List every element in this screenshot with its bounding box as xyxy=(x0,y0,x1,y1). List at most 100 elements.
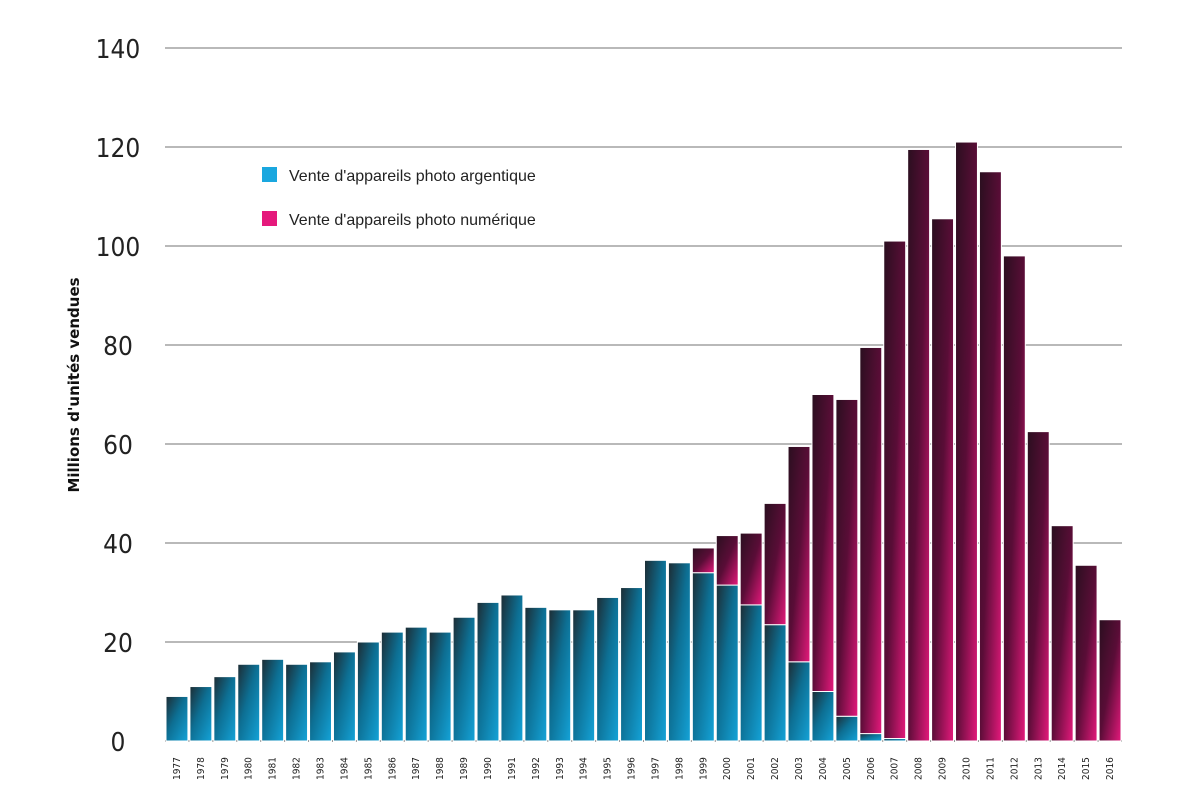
x-tick-label: 1984 xyxy=(339,757,350,780)
x-tick-label: 2015 xyxy=(1081,757,1092,780)
x-tick-label: 1987 xyxy=(411,757,422,780)
x-tick-label: 1985 xyxy=(363,757,374,780)
x-tick-label: 2004 xyxy=(818,757,829,780)
y-tick-label: 140 xyxy=(96,35,141,65)
bars xyxy=(165,141,1122,742)
x-tick-label: 2007 xyxy=(890,757,901,780)
bar-digital-2009 xyxy=(931,218,955,742)
x-axis-ticks: 1977 1978 1979 1980 1981 1982 1983 1984 1985 1986… xyxy=(172,757,1116,780)
bar-film-2006 xyxy=(859,733,883,742)
bar-digital-2002 xyxy=(763,502,787,626)
gridlines xyxy=(165,47,1122,742)
x-tick-label: 1994 xyxy=(579,757,590,780)
x-tick-label: 2000 xyxy=(722,757,733,780)
legend-label-film: Vente d'appareils photo argentique xyxy=(289,168,536,185)
x-tick-label: 1996 xyxy=(627,757,638,780)
x-tick-label: 1993 xyxy=(555,757,566,780)
x-tick-label: 1977 xyxy=(172,757,183,780)
x-tick-label: 2011 xyxy=(985,757,996,780)
bar-film-1982 xyxy=(285,663,309,742)
x-tick-label: 1986 xyxy=(387,757,398,780)
bar-film-1995 xyxy=(596,596,620,742)
y-tick-label: 0 xyxy=(111,728,126,758)
x-tick-label: 2006 xyxy=(866,757,877,780)
bar-digital-2007 xyxy=(883,240,907,740)
x-tick-label: 1979 xyxy=(220,757,231,780)
bar-film-1987 xyxy=(404,626,428,742)
bar-film-1983 xyxy=(309,661,332,742)
bar-film-1988 xyxy=(428,631,452,742)
bar-digital-2011 xyxy=(978,171,1002,742)
x-tick-label: 1992 xyxy=(531,757,542,780)
bar-digital-2001 xyxy=(739,532,763,606)
x-tick-label: 1983 xyxy=(316,757,327,780)
x-tick-label: 1981 xyxy=(268,757,279,780)
bar-digital-2005 xyxy=(835,398,859,717)
x-tick-label: 2014 xyxy=(1057,757,1068,780)
x-tick-label: 2009 xyxy=(938,757,949,780)
x-tick-label: 1995 xyxy=(603,757,614,780)
x-tick-label: 1991 xyxy=(507,757,518,780)
x-tick-label: 1990 xyxy=(483,757,494,780)
bar-film-1997 xyxy=(644,559,667,742)
bar-digital-2006 xyxy=(859,346,883,735)
x-tick-label: 1989 xyxy=(459,757,470,780)
bar-film-1996 xyxy=(620,587,644,742)
y-tick-label: 60 xyxy=(103,431,133,461)
x-tick-label: 2005 xyxy=(842,757,853,780)
x-tick-label: 1980 xyxy=(244,757,255,780)
y-tick-label: 20 xyxy=(103,629,133,659)
y-tick-label: 80 xyxy=(103,332,133,362)
x-tick-label: 2013 xyxy=(1033,757,1044,780)
bar-film-2001 xyxy=(739,604,763,742)
bar-digital-2010 xyxy=(955,141,978,742)
x-tick-label: 2003 xyxy=(794,757,805,780)
bar-digital-2016 xyxy=(1098,619,1122,742)
bar-film-2005 xyxy=(835,715,859,742)
x-tick-label: 1997 xyxy=(650,757,661,780)
bar-digital-2000 xyxy=(715,535,739,586)
legend-label-digital: Vente d'appareils photo numérique xyxy=(289,212,536,229)
bar-film-2004 xyxy=(811,691,835,742)
bar-digital-2004 xyxy=(811,394,835,692)
bar-film-1980 xyxy=(237,663,261,742)
bar-film-1989 xyxy=(452,616,476,742)
bar-digital-2015 xyxy=(1074,564,1098,742)
bar-digital-2012 xyxy=(1002,255,1026,742)
legend-swatch-digital xyxy=(262,211,277,226)
bar-film-1993 xyxy=(548,609,572,742)
bar-film-1991 xyxy=(500,594,524,742)
y-axis-ticks: 0 20 40 60 80 100 120 140 xyxy=(96,35,141,758)
bar-film-1985 xyxy=(356,641,380,742)
bar-film-1977 xyxy=(165,695,189,742)
x-tick-label: 1999 xyxy=(698,757,709,780)
x-tick-label: 2001 xyxy=(746,757,757,780)
x-tick-label: 2008 xyxy=(914,757,925,780)
y-axis-title: Millions d'unités vendues xyxy=(65,277,83,492)
bar-digital-2008 xyxy=(907,148,931,742)
x-tick-label: 2016 xyxy=(1105,757,1116,780)
bar-film-1992 xyxy=(524,606,548,742)
bar-film-1986 xyxy=(380,631,404,742)
legend-swatch-film xyxy=(262,167,277,182)
x-tick-label: 1982 xyxy=(292,757,303,780)
bar-film-1981 xyxy=(261,658,285,742)
bar-film-1998 xyxy=(667,562,691,742)
y-tick-label: 120 xyxy=(96,134,141,164)
x-tick-label: 2002 xyxy=(770,757,781,780)
bar-film-2003 xyxy=(787,661,811,742)
x-tick-label: 1988 xyxy=(435,757,446,780)
bar-film-1999 xyxy=(691,572,715,742)
y-tick-label: 100 xyxy=(96,233,141,263)
y-tick-label: 40 xyxy=(103,530,133,560)
bar-film-1979 xyxy=(213,676,237,742)
bar-digital-2003 xyxy=(787,445,811,663)
bar-film-1990 xyxy=(476,601,500,742)
bar-digital-1999 xyxy=(691,547,715,574)
x-tick-label: 2010 xyxy=(961,757,972,780)
x-tick-label: 2012 xyxy=(1009,757,1020,780)
legend: Vente d'appareils photo argentique Vente… xyxy=(262,167,536,229)
bar-film-1994 xyxy=(572,609,596,742)
bar-film-1978 xyxy=(189,686,213,742)
